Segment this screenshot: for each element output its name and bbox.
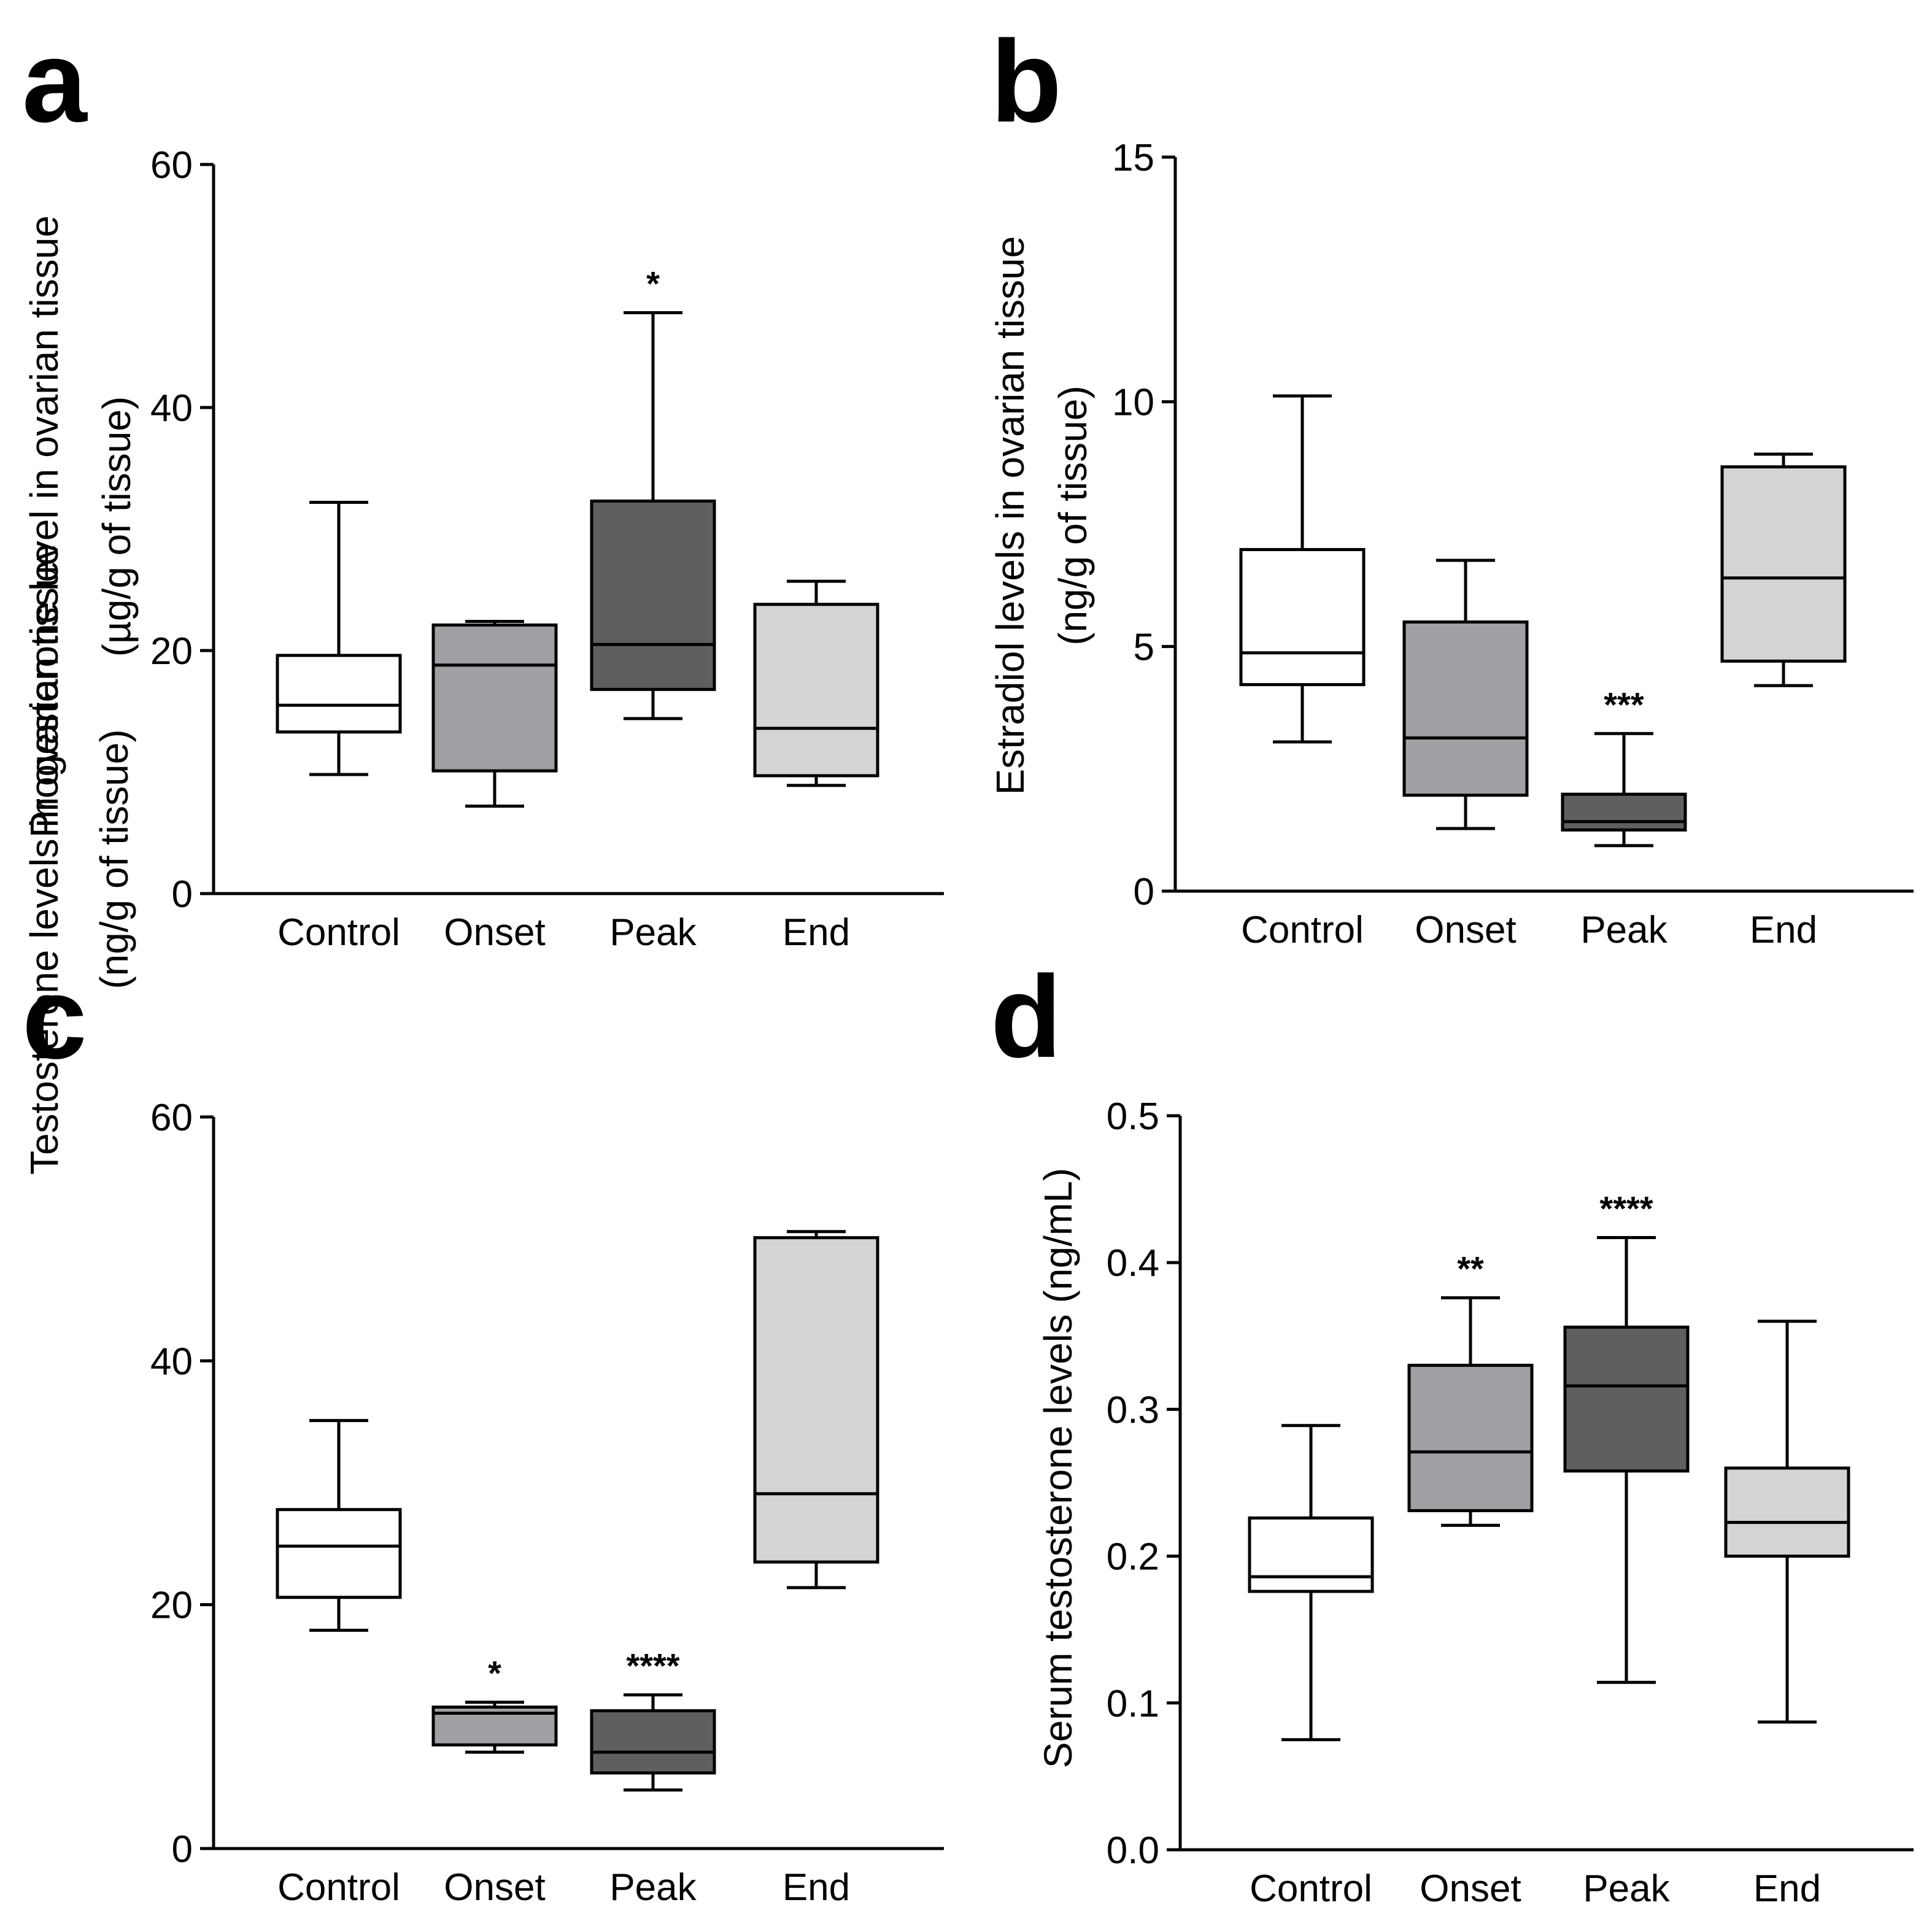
significance-label: * bbox=[488, 1654, 501, 1693]
x-tick-label: Control bbox=[277, 911, 400, 954]
box-end bbox=[753, 579, 879, 787]
box-control bbox=[276, 500, 402, 776]
x-tick-label: Onset bbox=[1415, 909, 1516, 951]
iqr-box bbox=[753, 603, 879, 778]
y-tick-label: 0.0 bbox=[1107, 1830, 1159, 1872]
x-tick-label: End bbox=[782, 911, 850, 954]
box-peak: *** bbox=[1561, 685, 1687, 848]
x-tick-label: Control bbox=[1250, 1868, 1372, 1910]
chart-panel-a: a 0 20 40 60 Progesterone level in ovarian ti… bbox=[22, 17, 944, 954]
iqr-box bbox=[431, 623, 558, 773]
y-axis-title: Serum testosterone levels (ng/mL) bbox=[1036, 1168, 1080, 1768]
panel-letter: b bbox=[991, 17, 1062, 147]
y-tick-label: 0.4 bbox=[1107, 1242, 1159, 1285]
box-end bbox=[1720, 452, 1847, 687]
x-tick-label: Peak bbox=[609, 1866, 697, 1909]
y-tick-label: 15 bbox=[1112, 137, 1154, 179]
chart-panel-b: b 0 5 10 15 Estradiol levels in ovarian tissu… bbox=[988, 17, 1914, 951]
y-tick-label: 60 bbox=[150, 144, 193, 187]
box-control bbox=[276, 1419, 402, 1632]
x-tick-label: Control bbox=[277, 1866, 400, 1909]
panel-letter: c bbox=[22, 953, 87, 1083]
x-tick-label: Onset bbox=[444, 1866, 545, 1909]
panel-letter: a bbox=[22, 17, 88, 147]
y-tick-label: 0 bbox=[172, 1828, 193, 1871]
x-tick-label: End bbox=[1753, 1868, 1821, 1910]
y-tick-label: 0.1 bbox=[1107, 1683, 1159, 1725]
y-tick-label: 40 bbox=[150, 387, 193, 430]
x-tick-label: Peak bbox=[1583, 1868, 1670, 1910]
x-tick-label: Control bbox=[1241, 909, 1364, 951]
iqr-box bbox=[590, 1709, 716, 1775]
iqr-box bbox=[276, 654, 402, 734]
x-tick-label: Onset bbox=[444, 911, 545, 954]
x-tick-label: End bbox=[782, 1866, 850, 1909]
y-tick-label: 40 bbox=[150, 1340, 193, 1383]
y-tick-label: 0.3 bbox=[1107, 1389, 1159, 1431]
y-axis-subtitle: (ng/g of tissue) bbox=[92, 729, 136, 989]
iqr-box bbox=[1248, 1516, 1374, 1593]
y-tick-label: 5 bbox=[1134, 626, 1154, 668]
x-tick-label: Onset bbox=[1420, 1868, 1521, 1910]
iqr-box bbox=[753, 1236, 879, 1564]
y-axis-subtitle: (ng/g of tissue) bbox=[1051, 385, 1095, 645]
box-onset bbox=[431, 619, 558, 808]
y-axis-title: Progesterone level in ovarian tissue bbox=[22, 215, 66, 838]
y-tick-label: 0 bbox=[172, 873, 193, 916]
significance-label: *** bbox=[1604, 685, 1644, 724]
box-onset bbox=[1402, 558, 1529, 830]
y-tick-label: 0 bbox=[1134, 871, 1154, 913]
x-tick-label: Peak bbox=[609, 911, 697, 954]
x-tick-label: Peak bbox=[1580, 909, 1667, 951]
iqr-box bbox=[590, 499, 716, 691]
iqr-box bbox=[1724, 1466, 1850, 1558]
box-peak: **** bbox=[1563, 1189, 1690, 1684]
box-end bbox=[1724, 1320, 1850, 1724]
significance-label: **** bbox=[1599, 1189, 1653, 1228]
box-control bbox=[1248, 1424, 1374, 1742]
y-axis-subtitle: (µg/g of tissue) bbox=[95, 396, 139, 657]
iqr-box bbox=[1407, 1364, 1534, 1512]
y-axis-title: Estradiol levels in ovarian tissue bbox=[988, 236, 1032, 795]
box-end bbox=[753, 1230, 879, 1590]
y-tick-label: 20 bbox=[150, 630, 193, 673]
y-tick-label: 60 bbox=[150, 1097, 193, 1139]
significance-label: ** bbox=[1457, 1250, 1484, 1288]
iqr-box bbox=[1563, 1325, 1690, 1473]
box-onset: ** bbox=[1407, 1250, 1534, 1527]
iqr-box bbox=[1402, 620, 1529, 797]
box-control bbox=[1239, 394, 1366, 744]
iqr-box bbox=[276, 1508, 402, 1599]
y-tick-label: 0.2 bbox=[1107, 1536, 1159, 1578]
x-tick-label: End bbox=[1750, 909, 1817, 951]
significance-label: * bbox=[646, 265, 660, 303]
y-tick-label: 20 bbox=[150, 1585, 193, 1627]
y-tick-label: 10 bbox=[1112, 382, 1154, 424]
chart-panel-c: c 0 20 40 60 Testosterone levels in ovarian t… bbox=[22, 544, 944, 1909]
iqr-box bbox=[1239, 547, 1366, 687]
box-onset: * bbox=[431, 1654, 558, 1754]
box-peak: **** bbox=[590, 1647, 716, 1792]
y-axis-title: Testosterone levels in ovarian tissue bbox=[22, 544, 66, 1175]
box-peak: * bbox=[590, 265, 716, 721]
iqr-box bbox=[1561, 792, 1687, 832]
iqr-box bbox=[1720, 465, 1847, 663]
chart-panel-d: d 0.0 0.1 0.2 0.3 0.4 0.5 Serum testosterone le… bbox=[991, 952, 1914, 1910]
panel-letter: d bbox=[991, 952, 1062, 1082]
y-tick-label: 0.5 bbox=[1107, 1095, 1159, 1138]
significance-label: **** bbox=[626, 1647, 679, 1685]
